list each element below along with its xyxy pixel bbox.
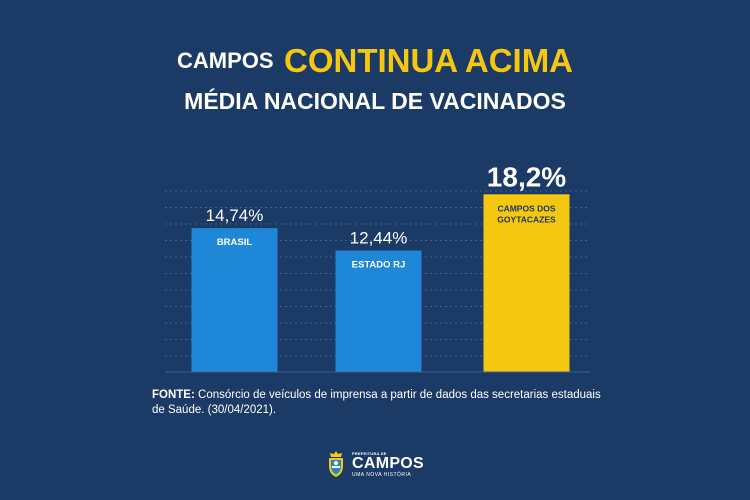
city-logo: PREFEITURA DE CAMPOS UMA NOVA HISTÓRIA bbox=[326, 449, 424, 479]
category-label: BRASIL bbox=[217, 237, 253, 248]
source-label: FONTE: bbox=[152, 389, 195, 401]
value-label: 18,2% bbox=[487, 161, 566, 192]
title-line-1: CAMPOS CONTINUA ACIMA bbox=[0, 42, 750, 80]
logo-sub-text: UMA NOVA HISTÓRIA bbox=[352, 471, 412, 478]
source-text: Consórcio de veículos de imprensa a part… bbox=[152, 389, 601, 416]
bar bbox=[483, 194, 570, 372]
bar bbox=[335, 250, 422, 372]
title-highlight: CONTINUA ACIMA bbox=[283, 42, 574, 79]
source-note: FONTE: Consórcio de veículos de imprensa… bbox=[152, 388, 602, 418]
category-label: CAMPOS DOS bbox=[497, 203, 555, 213]
logo-main-text: CAMPOS bbox=[352, 454, 425, 472]
title-line-2: MÉDIA NACIONAL DE VACINADOS bbox=[184, 88, 566, 114]
category-label: ESTADO RJ bbox=[352, 260, 406, 271]
value-label: 12,44% bbox=[350, 229, 408, 248]
bar bbox=[191, 228, 278, 372]
value-label: 14,74% bbox=[206, 206, 264, 225]
coat-of-arms-icon bbox=[329, 451, 343, 477]
title-city: CAMPOS bbox=[176, 48, 274, 73]
logo-top-text: PREFEITURA DE bbox=[352, 450, 387, 456]
category-label: GOYTACAZES bbox=[497, 214, 556, 224]
